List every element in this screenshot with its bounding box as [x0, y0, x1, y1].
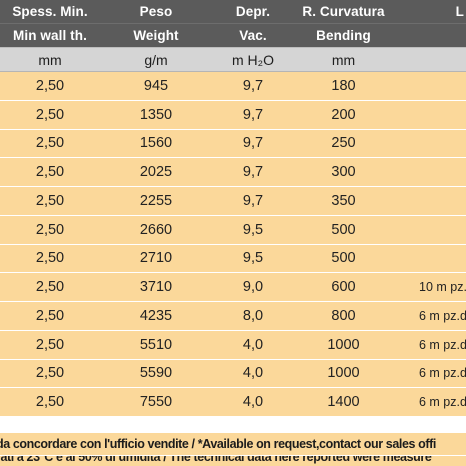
table-row-5-min-wall-thickness-cell: 2,50 — [0, 187, 100, 216]
table-row-7-weight-cell: 2710 — [100, 244, 212, 274]
table-row-5-length-cell — [393, 187, 466, 216]
table-row-4-length-cell — [393, 158, 466, 187]
table-row-9-length-cell: 6 m pz.d — [393, 302, 466, 331]
table-row-6-length-cell — [393, 215, 466, 245]
table-row-11-weight-cell: 5590 — [100, 359, 212, 389]
table-row-9-bending-radius-cell: 800 — [294, 302, 393, 331]
table-row-4-bending-radius-cell: 300 — [294, 158, 393, 187]
table-row-9-min-wall-thickness-cell: 2,50 — [0, 302, 100, 331]
table-row-10-weight-cell: 5510 — [100, 330, 212, 360]
units-row-min-wall-thickness-cell: mm — [0, 48, 100, 72]
table-row-11-bending-radius-cell: 1000 — [294, 359, 393, 389]
table-row-3-weight-cell: 1560 — [100, 129, 212, 159]
table-row-1-length-cell — [393, 72, 466, 101]
table-row-8-vacuum-cell: 9,0 — [212, 273, 294, 302]
table-row-12-vacuum-cell: 4,0 — [212, 388, 294, 417]
header-row-1-weight-cell: Peso — [100, 0, 212, 24]
table-row-6-vacuum-cell: 9,5 — [212, 215, 294, 245]
table-row-12-weight-cell: 7550 — [100, 388, 212, 417]
table-row-5-bending-radius-cell: 350 — [294, 187, 393, 216]
table-row-5-weight-cell: 2255 — [100, 187, 212, 216]
table-row-4-weight-cell: 2025 — [100, 158, 212, 187]
table-row-11-vacuum-cell: 4,0 — [212, 359, 294, 389]
table-row-9-weight-cell: 4235 — [100, 302, 212, 331]
units-row-vacuum-cell: m H₂O — [212, 48, 294, 72]
spec-table: Spess. Min. Peso Depr. R. Curvatura L Min wal… — [0, 0, 466, 417]
units-row-length-cell — [393, 48, 466, 72]
measurement-note-text: rati a 23°C e al 50% di umidità / The te… — [0, 456, 432, 464]
table-row-1-weight-cell: 945 — [100, 72, 212, 101]
table-row-7-bending-radius-cell: 500 — [294, 244, 393, 274]
table-row-11-min-wall-thickness-cell: 2,50 — [0, 359, 100, 389]
table-row-7-min-wall-thickness-cell: 2,50 — [0, 244, 100, 274]
table-row-7-length-cell — [393, 244, 466, 274]
table-row-8-weight-cell: 3710 — [100, 273, 212, 302]
table-row-1-vacuum-cell: 9,7 — [212, 72, 294, 101]
availability-note: da concordare con l'ufficio vendite / *A… — [0, 433, 466, 456]
header-row-2-min-wall-thickness-cell: Min wall th. — [0, 24, 100, 48]
units-row-weight-cell: g/m — [100, 48, 212, 72]
header-row-2-vacuum-cell: Vac. — [212, 24, 294, 48]
table-row-3-min-wall-thickness-cell: 2,50 — [0, 129, 100, 159]
table-row-10-vacuum-cell: 4,0 — [212, 330, 294, 360]
table-row-12-length-cell: 6 m pz.d — [393, 388, 466, 417]
table-row-10-bending-radius-cell: 1000 — [294, 330, 393, 360]
header-row-1-vacuum-cell: Depr. — [212, 0, 294, 24]
measurement-note: rati a 23°C e al 50% di umidità / The te… — [0, 456, 466, 466]
table-row-7-vacuum-cell: 9,5 — [212, 244, 294, 274]
table-row-11-length-cell: 6 m pz.d — [393, 359, 466, 389]
header-row-1-bending-radius-cell: R. Curvatura — [294, 0, 393, 24]
table-row-1-bending-radius-cell: 180 — [294, 72, 393, 101]
table-row-2-vacuum-cell: 9,7 — [212, 100, 294, 130]
table-row-3-length-cell — [393, 129, 466, 159]
table-row-8-bending-radius-cell: 600 — [294, 273, 393, 302]
units-row-bending-radius-cell: mm — [294, 48, 393, 72]
table-row-3-bending-radius-cell: 250 — [294, 129, 393, 159]
header-row-2-bending-radius-cell: Bending — [294, 24, 393, 48]
header-row-2-weight-cell: Weight — [100, 24, 212, 48]
table-row-3-vacuum-cell: 9,7 — [212, 129, 294, 159]
table-row-9-vacuum-cell: 8,0 — [212, 302, 294, 331]
header-row-1-length-cell: L — [393, 0, 466, 24]
table-row-12-bending-radius-cell: 1400 — [294, 388, 393, 417]
availability-note-text: da concordare con l'ufficio vendite / *A… — [0, 437, 436, 451]
table-row-6-bending-radius-cell: 500 — [294, 215, 393, 245]
table-row-2-min-wall-thickness-cell: 2,50 — [0, 100, 100, 130]
header-row-2-length-cell — [393, 24, 466, 48]
table-row-5-vacuum-cell: 9,7 — [212, 187, 294, 216]
table-row-2-bending-radius-cell: 200 — [294, 100, 393, 130]
table-row-6-min-wall-thickness-cell: 2,50 — [0, 215, 100, 245]
table-row-12-min-wall-thickness-cell: 2,50 — [0, 388, 100, 417]
header-row-1-min-wall-thickness-cell: Spess. Min. — [0, 0, 100, 24]
table-row-4-vacuum-cell: 9,7 — [212, 158, 294, 187]
table-row-2-weight-cell: 1350 — [100, 100, 212, 130]
table-row-4-min-wall-thickness-cell: 2,50 — [0, 158, 100, 187]
table-row-1-min-wall-thickness-cell: 2,50 — [0, 72, 100, 101]
table-row-8-length-cell: 10 m pz.d — [393, 273, 466, 302]
table-row-10-length-cell: 6 m pz.d — [393, 330, 466, 360]
table-row-8-min-wall-thickness-cell: 2,50 — [0, 273, 100, 302]
table-row-6-weight-cell: 2660 — [100, 215, 212, 245]
table-row-10-min-wall-thickness-cell: 2,50 — [0, 330, 100, 360]
table-row-2-length-cell — [393, 100, 466, 130]
